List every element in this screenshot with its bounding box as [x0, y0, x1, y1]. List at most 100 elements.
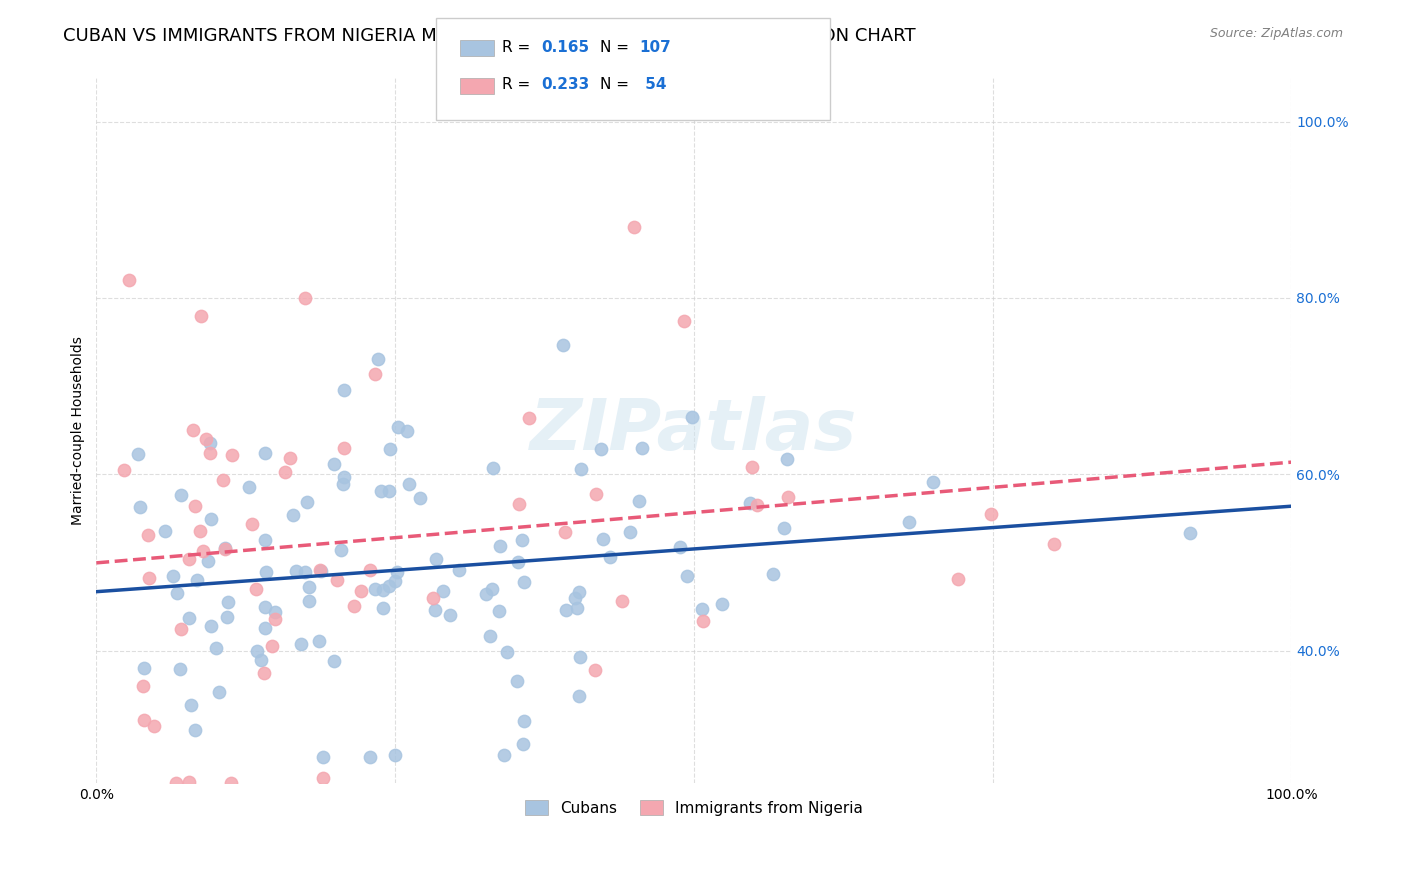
- Point: [138, 571, 160, 585]
- Point: [200, 512, 222, 526]
- Point: [205, 641, 228, 656]
- Point: [512, 533, 534, 548]
- Point: [741, 459, 763, 474]
- Point: [387, 419, 409, 434]
- Point: [773, 521, 796, 535]
- Point: [425, 603, 447, 617]
- Text: CUBAN VS IMMIGRANTS FROM NIGERIA MARRIED-COUPLE HOUSEHOLDS CORRELATION CHART: CUBAN VS IMMIGRANTS FROM NIGERIA MARRIED…: [63, 27, 915, 45]
- Point: [387, 565, 409, 579]
- Point: [898, 516, 921, 530]
- Text: 0.233: 0.233: [541, 78, 589, 92]
- Point: [169, 662, 191, 676]
- Point: [551, 338, 574, 352]
- Point: [308, 634, 330, 648]
- Point: [136, 528, 159, 542]
- Point: [143, 718, 166, 732]
- Point: [186, 573, 208, 587]
- Point: [425, 552, 447, 566]
- Point: [294, 565, 316, 579]
- Point: [378, 483, 401, 498]
- Point: [378, 442, 401, 456]
- Point: [170, 488, 193, 502]
- Point: [349, 583, 371, 598]
- Point: [132, 680, 155, 694]
- Point: [921, 475, 943, 489]
- Y-axis label: Married-couple Households: Married-couple Households: [72, 335, 86, 524]
- Point: [325, 574, 347, 588]
- Point: [128, 500, 150, 514]
- Text: 107: 107: [640, 40, 672, 54]
- Point: [309, 564, 332, 578]
- Point: [330, 542, 353, 557]
- Point: [488, 539, 510, 553]
- Point: [219, 776, 242, 790]
- Point: [184, 723, 207, 737]
- Point: [610, 594, 633, 608]
- Point: [478, 629, 501, 643]
- Point: [583, 663, 606, 677]
- Point: [298, 594, 321, 608]
- Point: [112, 463, 135, 477]
- Point: [298, 580, 321, 594]
- Point: [513, 714, 536, 729]
- Point: [169, 622, 191, 636]
- Point: [1043, 537, 1066, 551]
- Point: [254, 600, 277, 615]
- Point: [214, 541, 236, 556]
- Point: [568, 585, 591, 599]
- Point: [585, 486, 607, 500]
- Point: [384, 748, 406, 763]
- Point: [475, 586, 498, 600]
- Point: [364, 582, 387, 597]
- Point: [343, 599, 366, 613]
- Point: [254, 446, 277, 460]
- Point: [240, 517, 263, 532]
- Point: [127, 447, 149, 461]
- Point: [359, 562, 381, 576]
- Point: [690, 601, 713, 615]
- Point: [432, 583, 454, 598]
- Point: [740, 496, 762, 510]
- Point: [449, 563, 471, 577]
- Point: [367, 352, 389, 367]
- Point: [599, 550, 621, 565]
- Point: [592, 532, 614, 546]
- Point: [395, 424, 418, 438]
- Text: N =: N =: [600, 78, 634, 92]
- Point: [692, 614, 714, 628]
- Text: ZIPatlas: ZIPatlas: [530, 396, 858, 465]
- Point: [198, 436, 221, 450]
- Point: [517, 410, 540, 425]
- Point: [675, 569, 697, 583]
- Point: [409, 491, 432, 505]
- Point: [214, 542, 236, 557]
- Point: [190, 309, 212, 323]
- Point: [132, 713, 155, 727]
- Point: [980, 507, 1002, 521]
- Point: [631, 442, 654, 456]
- Point: [512, 737, 534, 751]
- Point: [134, 661, 156, 675]
- Point: [249, 653, 271, 667]
- Point: [177, 610, 200, 624]
- Point: [569, 650, 592, 665]
- Point: [308, 564, 330, 578]
- Point: [194, 433, 217, 447]
- Point: [1178, 525, 1201, 540]
- Point: [384, 574, 406, 588]
- Point: [162, 569, 184, 583]
- Point: [628, 494, 651, 508]
- Point: [263, 605, 285, 619]
- Point: [254, 533, 277, 548]
- Text: N =: N =: [600, 40, 634, 54]
- Point: [290, 637, 312, 651]
- Point: [212, 474, 235, 488]
- Point: [496, 645, 519, 659]
- Point: [373, 600, 395, 615]
- Point: [198, 446, 221, 460]
- Point: [254, 621, 277, 635]
- Point: [153, 524, 176, 539]
- Point: [488, 604, 510, 618]
- Point: [188, 524, 211, 538]
- Point: [165, 776, 187, 790]
